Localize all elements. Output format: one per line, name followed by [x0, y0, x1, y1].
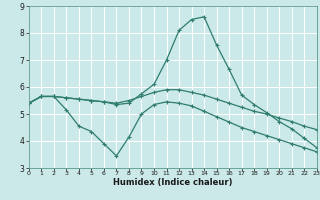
X-axis label: Humidex (Indice chaleur): Humidex (Indice chaleur) [113, 178, 233, 187]
